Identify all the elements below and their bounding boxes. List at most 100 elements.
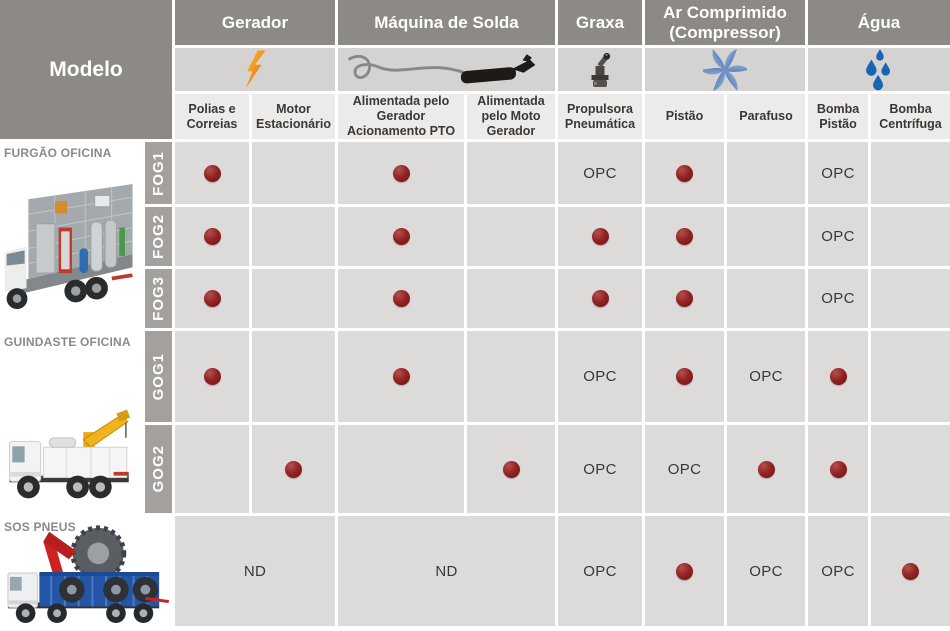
matrix-cell xyxy=(175,269,249,328)
availability-dot xyxy=(676,368,693,385)
model-code-gog1: GOG1 xyxy=(145,331,172,422)
column-header-bomba-pistao: Bomba Pistão xyxy=(808,94,868,139)
matrix-cell xyxy=(871,142,950,204)
matrix-cell xyxy=(175,331,249,422)
matrix-cell xyxy=(808,425,868,513)
matrix-cell xyxy=(871,425,950,513)
matrix-cell xyxy=(175,142,249,204)
column-header-pistao: Pistão xyxy=(645,94,724,139)
matrix-cell xyxy=(338,425,464,513)
matrix-cell xyxy=(175,425,249,513)
matrix-cell xyxy=(645,207,724,266)
graxa-icon-cell xyxy=(558,48,642,91)
model-code-fog2: FOG2 xyxy=(145,207,172,266)
availability-dot xyxy=(203,368,221,385)
availability-dot xyxy=(502,460,520,478)
column-header-motor-estacionario: Motor Estacionário xyxy=(252,94,335,139)
availability-dot xyxy=(676,228,693,245)
ar-comprimido-icon-cell xyxy=(645,48,805,91)
group-label-guindaste-oficina: GUINDASTE OFICINA xyxy=(4,335,131,349)
availability-dot xyxy=(829,368,847,385)
matrix-cell: OPC xyxy=(645,425,724,513)
matrix-cell xyxy=(727,425,805,513)
availability-dot xyxy=(591,228,609,245)
matrix-cell: OPC xyxy=(558,142,642,204)
water-drops-icon xyxy=(866,48,891,90)
matrix-cell xyxy=(871,207,950,266)
model-code-fog1: FOG1 xyxy=(145,142,172,204)
matrix-cell xyxy=(467,425,555,513)
model-code-label: FOG3 xyxy=(150,276,167,321)
column-header-bomba-centrifuga: Bomba Centrífuga xyxy=(871,94,950,139)
group-label-sos-pneus: SOS PNEUS xyxy=(4,520,76,534)
matrix-cell xyxy=(727,142,805,204)
matrix-cell xyxy=(252,142,335,204)
matrix-cell: OPC xyxy=(808,207,868,266)
matrix-cell: OPC xyxy=(558,516,642,626)
matrix-cell xyxy=(871,269,950,328)
availability-dot xyxy=(392,164,410,182)
availability-dot xyxy=(676,290,693,307)
group-header-graxa: Graxa xyxy=(558,0,642,45)
model-code-label: GOG2 xyxy=(150,445,167,493)
matrix-cell xyxy=(338,331,464,422)
guindaste-oficina-image-cell: GUINDASTE OFICINA xyxy=(0,331,142,513)
sos-pneus-truck-image xyxy=(7,525,169,624)
matrix-cell xyxy=(871,516,950,626)
model-code-label: FOG1 xyxy=(150,150,167,196)
matrix-cell xyxy=(645,142,724,204)
matrix-cell xyxy=(808,331,868,422)
availability-dot xyxy=(203,228,221,245)
matrix-cell xyxy=(338,207,464,266)
availability-dot xyxy=(676,562,693,580)
grease-fitting-icon xyxy=(591,52,611,87)
matrix-cell xyxy=(645,516,724,626)
matrix-cell xyxy=(645,331,724,422)
furgao-oficina-truck-image xyxy=(4,184,133,310)
matrix-cell xyxy=(645,269,724,328)
availability-dot xyxy=(392,368,410,385)
matrix-cell: ND xyxy=(175,516,335,626)
model-code-gog2: GOG2 xyxy=(145,425,172,513)
availability-dot xyxy=(591,290,609,307)
matrix-cell xyxy=(467,269,555,328)
matrix-cell xyxy=(252,269,335,328)
matrix-cell xyxy=(558,207,642,266)
availability-dot xyxy=(203,164,221,182)
group-header-ar-comprimido: Ar Comprimido (Compressor) xyxy=(645,0,805,45)
matrix-cell xyxy=(871,331,950,422)
matrix-cell: OPC xyxy=(558,331,642,422)
matrix-cell xyxy=(252,207,335,266)
group-header-maquina-de-solda: Máquina de Solda xyxy=(338,0,555,45)
column-header-propulsora-pneumatica: Propulsora Pneumática xyxy=(558,94,642,139)
matrix-cell: ND xyxy=(338,516,555,626)
matrix-cell xyxy=(727,207,805,266)
column-header-alimentada-gerador-pto: Alimentada pelo Gerador Acionamento PTO xyxy=(338,94,464,139)
solda-icon-cell xyxy=(338,48,555,91)
matrix-cell: OPC xyxy=(727,331,805,422)
welding-cable-icon xyxy=(347,53,536,83)
model-code-label: FOG2 xyxy=(150,214,167,259)
availability-dot xyxy=(203,290,221,307)
column-header-polias-e-correias: Polias e Correias xyxy=(175,94,249,139)
guindaste-oficina-truck-image xyxy=(8,409,131,499)
column-header-alimentada-moto-gerador: Alimentada pelo Moto Gerador xyxy=(467,94,555,139)
availability-dot xyxy=(676,164,693,182)
availability-dot xyxy=(392,228,410,245)
group-header-gerador: Gerador xyxy=(175,0,335,45)
availability-dot xyxy=(902,562,919,580)
matrix-cell: OPC xyxy=(808,142,868,204)
matrix-cell xyxy=(467,142,555,204)
matrix-cell xyxy=(252,425,335,513)
matrix-cell xyxy=(338,269,464,328)
matrix-cell xyxy=(252,331,335,422)
modelo-header: Modelo xyxy=(0,0,172,139)
matrix-cell xyxy=(727,269,805,328)
group-header-agua: Água xyxy=(808,0,950,45)
furgao-oficina-image-cell: FURGÃO OFICINA xyxy=(0,142,142,328)
model-code-label: GOG1 xyxy=(150,352,167,401)
lightning-icon xyxy=(245,50,266,88)
matrix-cell: OPC xyxy=(808,269,868,328)
matrix-cell xyxy=(467,207,555,266)
